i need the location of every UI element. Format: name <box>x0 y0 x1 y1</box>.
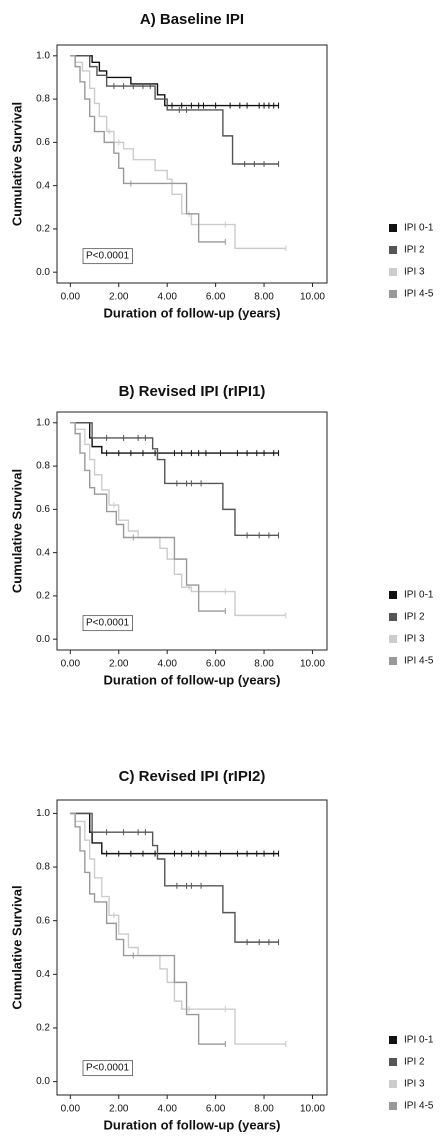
p-value: P<0.0001 <box>86 251 130 262</box>
legend-label: IPI 0-1 <box>404 590 434 601</box>
x-tick-label: 6.00 <box>206 1104 226 1115</box>
p-value: P<0.0001 <box>86 618 130 629</box>
x-axis-title: Duration of follow-up (years) <box>104 1117 281 1132</box>
plot-frame <box>56 799 328 1096</box>
legend-swatch <box>389 635 397 643</box>
survival-curve <box>70 55 226 243</box>
legend-swatch <box>389 268 397 276</box>
x-tick-label: 4.00 <box>157 659 177 670</box>
x-tick-label: 4.00 <box>157 1104 177 1115</box>
legend-label: IPI 3 <box>404 634 425 645</box>
x-tick-label: 0.00 <box>61 659 81 670</box>
x-tick-label: 8.00 <box>254 659 274 670</box>
p-value-box <box>82 248 133 265</box>
x-tick-label: 2.00 <box>109 659 129 670</box>
legend-swatch <box>389 1036 397 1044</box>
y-tick-label: 0.8 <box>36 862 50 873</box>
y-tick-label: 0.2 <box>36 591 50 602</box>
y-tick-label: 0.0 <box>36 267 50 278</box>
legend-swatch <box>389 224 397 232</box>
survival-curve <box>70 812 226 1045</box>
survival-curve <box>70 55 286 250</box>
legend-label: IPI 2 <box>404 612 425 623</box>
survival-curve <box>70 812 279 855</box>
x-tick-label: 8.00 <box>254 1104 274 1115</box>
y-tick-label: 0.0 <box>36 1076 50 1087</box>
y-axis-title: Cumulative Survival <box>9 102 24 226</box>
x-tick-label: 6.00 <box>206 292 226 303</box>
survival-curve <box>70 422 279 537</box>
y-axis-title: Cumulative Survival <box>9 885 24 1009</box>
y-tick-label: 0.4 <box>36 969 50 980</box>
y-tick-label: 0.6 <box>36 504 50 515</box>
p-value-box <box>82 1060 133 1077</box>
x-tick-label: 10.00 <box>300 659 325 670</box>
y-tick-label: 0.6 <box>36 915 50 926</box>
chart-panel: A) Baseline IPI 0.0 0.2 0.4 0.6 0.8 1.0 0.00 2.0… <box>9 11 433 320</box>
y-tick-label: 0.4 <box>36 180 50 191</box>
survival-curve <box>70 422 226 612</box>
x-axis-title: Duration of follow-up (years) <box>104 305 281 320</box>
y-tick-label: 0.2 <box>36 224 50 235</box>
x-tick-label: 10.00 <box>300 292 325 303</box>
legend-label: IPI 0-1 <box>404 1035 434 1046</box>
legend-label: IPI 2 <box>404 245 425 256</box>
legend-swatch <box>389 1102 397 1110</box>
legend-label: IPI 3 <box>404 1079 425 1090</box>
legend-label: IPI 2 <box>404 1057 425 1068</box>
legend-swatch <box>389 290 397 298</box>
legend-label: IPI 4-5 <box>404 289 434 300</box>
y-tick-label: 1.0 <box>36 808 50 819</box>
legend-label: IPI 4-5 <box>404 656 434 667</box>
plot-frame <box>56 411 328 651</box>
y-axis-title: Cumulative Survival <box>9 469 24 593</box>
legend-swatch <box>389 613 397 621</box>
survival-curve <box>70 55 279 107</box>
x-tick-label: 6.00 <box>206 659 226 670</box>
x-tick-label: 0.00 <box>61 1104 81 1115</box>
y-tick-label: 0.4 <box>36 547 50 558</box>
chart-panel: B) Revised IPI (rIPI1) 0.0 0.2 0.4 0.6 0.8 1.0… <box>9 383 433 687</box>
x-axis-title: Duration of follow-up (years) <box>104 672 281 687</box>
y-tick-label: 1.0 <box>36 50 50 61</box>
legend-label: IPI 3 <box>404 267 425 278</box>
legend-swatch <box>389 657 397 665</box>
x-tick-label: 2.00 <box>109 292 129 303</box>
y-tick-label: 0.0 <box>36 634 50 645</box>
legend-label: IPI 0-1 <box>404 223 434 234</box>
survival-curve <box>70 812 279 943</box>
y-tick-label: 0.2 <box>36 1023 50 1034</box>
chart-title: C) Revised IPI (rIPI2) <box>119 768 266 785</box>
survival-curve <box>70 55 279 165</box>
chart-title: B) Revised IPI (rIPI1) <box>119 383 266 400</box>
x-tick-label: 8.00 <box>254 292 274 303</box>
legend-swatch <box>389 1058 397 1066</box>
legend-label: IPI 4-5 <box>404 1101 434 1112</box>
plot-frame <box>56 44 328 284</box>
survival-curve <box>70 422 286 617</box>
legend-swatch <box>389 246 397 254</box>
y-tick-label: 0.6 <box>36 137 50 148</box>
p-value-box <box>82 615 133 632</box>
x-tick-label: 10.00 <box>300 1104 325 1115</box>
chart-panel: C) Revised IPI (rIPI2) 0.0 0.2 0.4 0.6 0.8 1.0… <box>9 768 433 1132</box>
x-tick-label: 4.00 <box>157 292 177 303</box>
legend-swatch <box>389 591 397 599</box>
y-tick-label: 0.8 <box>36 461 50 472</box>
p-value: P<0.0001 <box>86 1063 130 1074</box>
x-tick-label: 0.00 <box>61 292 81 303</box>
y-tick-label: 1.0 <box>36 417 50 428</box>
legend-swatch <box>389 1080 397 1088</box>
x-tick-label: 2.00 <box>109 1104 129 1115</box>
y-tick-label: 0.8 <box>36 94 50 105</box>
survival-curve <box>70 812 286 1045</box>
survival-curve <box>70 422 279 454</box>
chart-title: A) Baseline IPI <box>140 11 244 28</box>
